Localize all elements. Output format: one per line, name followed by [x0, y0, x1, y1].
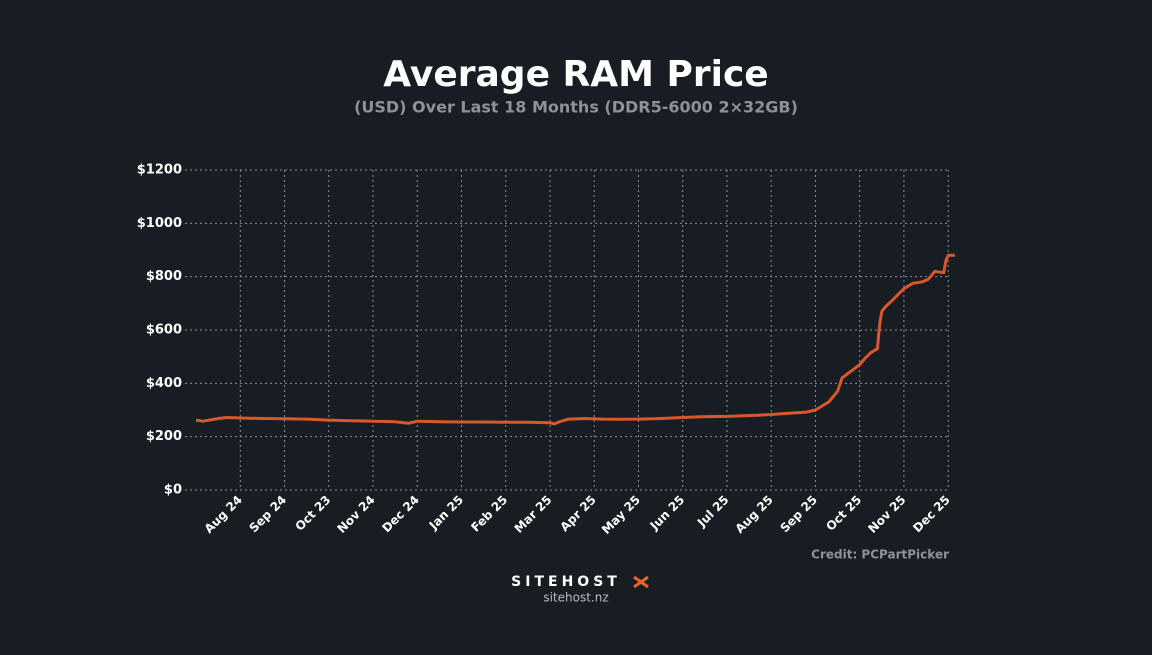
chart-title: Average RAM Price — [383, 54, 768, 95]
y-tick-label: $800 — [146, 269, 182, 284]
brand-url: sitehost.nz — [543, 591, 608, 605]
chart-subtitle: (USD) Over Last 18 Months (DDR5-6000 2×3… — [354, 98, 798, 117]
brand-icon — [633, 575, 649, 589]
y-tick-label: $1200 — [137, 163, 182, 178]
credit: Credit: PCPartPicker — [811, 548, 949, 562]
y-tick-label: $1000 — [137, 216, 182, 231]
price-line — [195, 253, 955, 426]
y-tick-label: $0 — [164, 483, 182, 498]
y-tick-label: $200 — [146, 429, 182, 444]
y-tick-label: $400 — [146, 376, 182, 391]
y-tick-label: $600 — [146, 323, 182, 338]
brand: SITEHOST — [511, 574, 621, 590]
